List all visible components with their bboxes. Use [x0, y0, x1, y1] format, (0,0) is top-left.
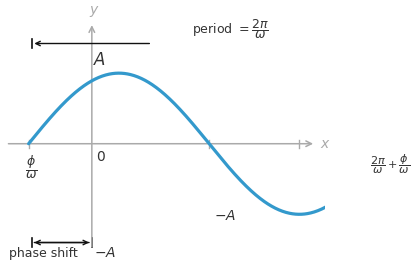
Text: $\dfrac{\phi}{\omega}$: $\dfrac{\phi}{\omega}$ [25, 153, 38, 181]
Text: $-A$: $-A$ [94, 246, 116, 260]
Text: period $= \dfrac{2\pi}{\omega}$: period $= \dfrac{2\pi}{\omega}$ [192, 17, 269, 41]
Text: $y$: $y$ [89, 4, 99, 19]
Text: $0$: $0$ [96, 150, 105, 164]
Text: $\dfrac{2\pi}{\omega}+\dfrac{\phi}{\omega}$: $\dfrac{2\pi}{\omega}+\dfrac{\phi}{\omeg… [370, 153, 410, 176]
Text: $-A$: $-A$ [214, 209, 236, 223]
Text: $A$: $A$ [93, 51, 106, 69]
Text: $x$: $x$ [320, 137, 331, 151]
Text: phase shift: phase shift [9, 248, 77, 261]
